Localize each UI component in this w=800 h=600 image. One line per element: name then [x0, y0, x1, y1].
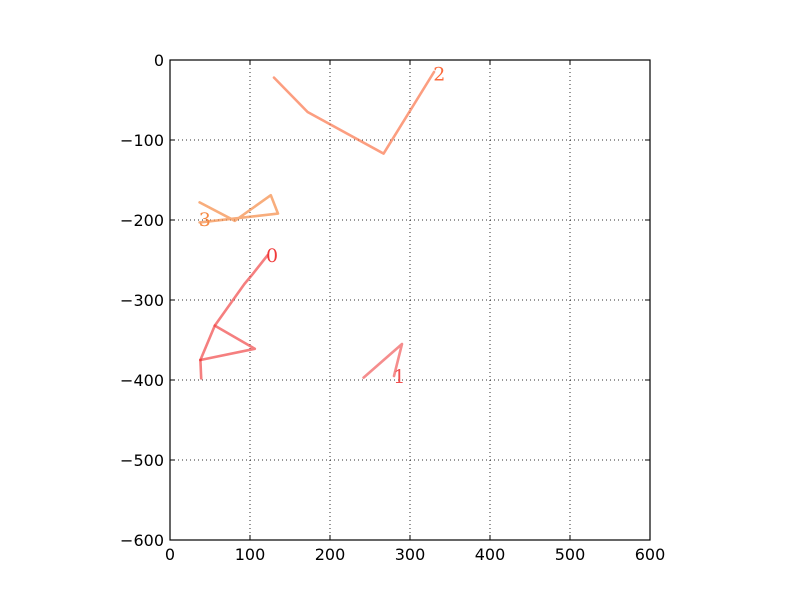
y-tick-label: −300	[120, 291, 164, 310]
series-layer	[198, 70, 436, 380]
series-0-stroke	[199, 253, 269, 362]
y-tick-label: −100	[120, 131, 164, 150]
series-0	[199, 253, 269, 380]
series-label-1: 1	[393, 366, 405, 388]
x-tick-label: 100	[235, 545, 266, 564]
y-tick-label: 0	[154, 51, 164, 70]
y-tick-label: −200	[120, 211, 164, 230]
grid-layer	[170, 60, 650, 540]
x-tick-label: 600	[635, 545, 666, 564]
tick-layer: 0 100 200 300 400 500 600 0 −100 −200 −300 −400 −500…	[120, 51, 665, 564]
series-2-stroke	[272, 70, 436, 155]
series-label-0: 0	[266, 245, 278, 267]
series-3	[198, 193, 280, 224]
series-2	[272, 70, 436, 155]
y-tick-label: −600	[120, 531, 164, 550]
series-0-stroke	[199, 324, 257, 362]
y-tick-label: −500	[120, 451, 164, 470]
x-tick-label: 500	[555, 545, 586, 564]
x-tick-label: 400	[475, 545, 506, 564]
x-tick-label: 300	[395, 545, 426, 564]
x-tick-label: 0	[165, 545, 175, 564]
series-label-2: 2	[433, 63, 445, 85]
series-1	[362, 342, 404, 379]
series-0-stroke	[199, 358, 203, 380]
series-label-layer: 0 1 2 3	[199, 63, 445, 387]
series-1-stroke	[362, 342, 404, 379]
y-tick-label: −400	[120, 371, 164, 390]
series-label-3: 3	[199, 209, 211, 231]
x-tick-label: 200	[315, 545, 346, 564]
series-3-stroke	[198, 193, 280, 224]
